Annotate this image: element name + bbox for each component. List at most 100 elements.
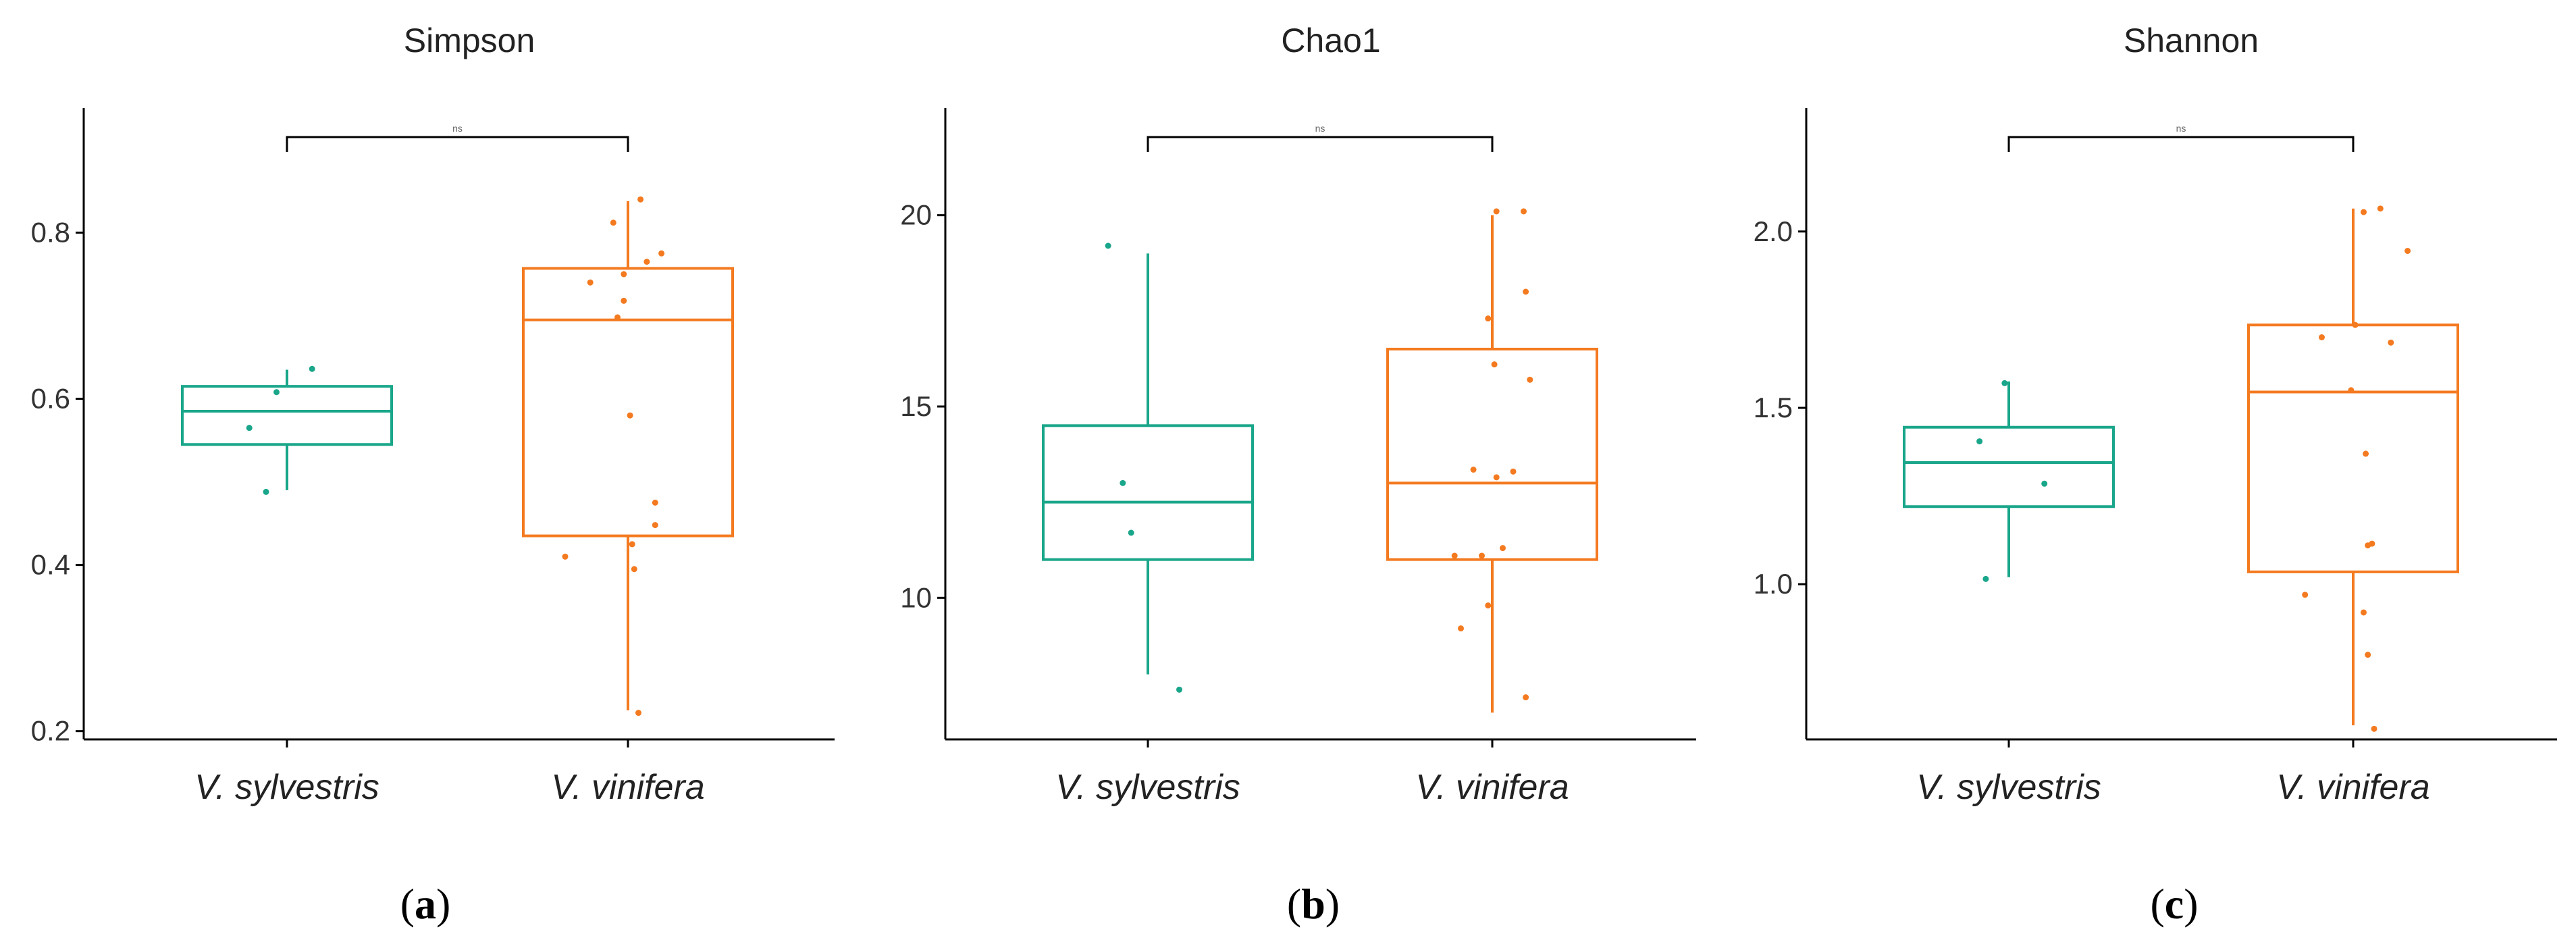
significance-bracket [2007,136,2355,152]
data-point [2404,248,2411,255]
data-point [2319,334,2325,341]
panel-title: Simpson [404,22,535,59]
data-point [2388,339,2394,346]
data-point [1491,361,1498,368]
box-v--sylvestris [181,365,393,495]
panel-caption: (b) [1287,880,1340,928]
data-point [2302,592,2309,598]
y-tick-label: 10 [900,581,932,613]
data-point [587,279,594,286]
data-point [2041,480,2048,487]
iqr-box [522,267,734,537]
data-point [2352,321,2359,328]
y-tick-label: 15 [900,390,932,422]
x-category-label: V. sylvestris [194,768,379,807]
data-point [1120,479,1126,486]
y-tick-label: 0.8 [31,217,70,248]
data-point [263,488,269,495]
data-point [610,219,616,226]
panel-title: Shannon [2124,22,2259,59]
panel-shannon: Shannon 1.0 1.5 2.0 V. sylvestris V. vinifer… [1754,22,2557,928]
box-v--vinifera [1386,208,1598,713]
data-point [1128,529,1134,536]
data-point [2363,450,2369,457]
box-v--sylvestris [1903,379,2115,582]
data-point [1470,467,1477,473]
data-point [637,196,644,203]
data-point [635,710,641,716]
data-point [2001,379,2008,386]
data-point [2365,542,2371,549]
data-point [1485,602,1492,609]
panel-title: Chao1 [1281,22,1380,59]
data-point [652,522,658,529]
data-point [1521,208,1527,215]
iqr-box [2247,323,2459,573]
y-tick-label: 0.2 [31,715,70,747]
plot-area: 10 15 20 V. sylvestris V. vinifera ns [900,108,1696,807]
data-point [309,365,315,372]
data-point [1500,545,1506,552]
significance-label: ns [452,123,463,134]
data-point [2371,725,2377,732]
data-point [273,389,280,396]
data-point [1493,474,1500,481]
panel-simpson: Simpson 0.2 0.4 0.6 0.8 V. sylvestris V. vini… [31,22,835,928]
x-category-label: V. vinifera [2276,768,2429,807]
y-tick-label: 20 [900,199,932,231]
data-point [1451,552,1458,559]
data-point [652,499,658,506]
data-point [631,566,637,573]
y-tick-label: 1.5 [1754,392,1793,423]
x-category-label: V. vinifera [551,768,704,807]
significance-bracket [286,136,629,152]
data-point [1485,315,1492,322]
plot-area: 0.2 0.4 0.6 0.8 V. sylvestris V. vinifera ns [31,108,835,807]
y-tick-label: 0.4 [31,549,70,581]
significance-label: ns [1315,123,1325,134]
iqr-box [1386,348,1598,561]
data-point [1493,208,1500,215]
panel-caption: (a) [400,880,451,928]
iqr-box [181,385,393,446]
data-point [246,425,253,431]
y-tick-label: 1.0 [1754,568,1793,600]
data-point [614,314,621,321]
data-point [1510,468,1517,475]
x-category-label: V. sylvestris [1916,768,2101,807]
data-point [1527,376,1533,383]
data-point [2348,387,2355,394]
data-point [2377,205,2384,212]
panel-chao1: Chao1 10 15 20 V. sylvestris V. vinifera ns (… [900,22,1696,928]
x-category-label: V. sylvestris [1055,768,1240,807]
significance-bracket [1147,136,1494,152]
data-point [2365,652,2371,658]
data-point [2361,609,2367,616]
data-point [643,259,650,265]
data-point [627,412,633,419]
box-v--vinifera [522,196,734,716]
data-point [1523,288,1529,295]
data-point [1176,686,1182,693]
box-v--sylvestris [1042,242,1254,693]
plot-area: 1.0 1.5 2.0 V. sylvestris V. vinifera ns [1754,108,2557,807]
data-point [1982,575,1989,582]
iqr-box [1042,424,1254,561]
data-point [621,297,627,304]
data-point [562,553,569,560]
x-category-label: V. vinifera [1415,768,1569,807]
panel-caption: (c) [2150,880,2198,928]
data-point [1479,552,1485,559]
data-point [2361,209,2367,215]
significance-label: ns [2176,123,2186,134]
data-point [1458,625,1464,632]
y-tick-label: 2.0 [1754,215,1793,247]
data-point [658,250,665,257]
data-point [1976,438,1983,445]
iqr-box [1903,425,2115,508]
data-point [1105,242,1111,249]
data-point [629,541,635,548]
data-point [621,271,627,278]
data-point [1523,694,1529,701]
